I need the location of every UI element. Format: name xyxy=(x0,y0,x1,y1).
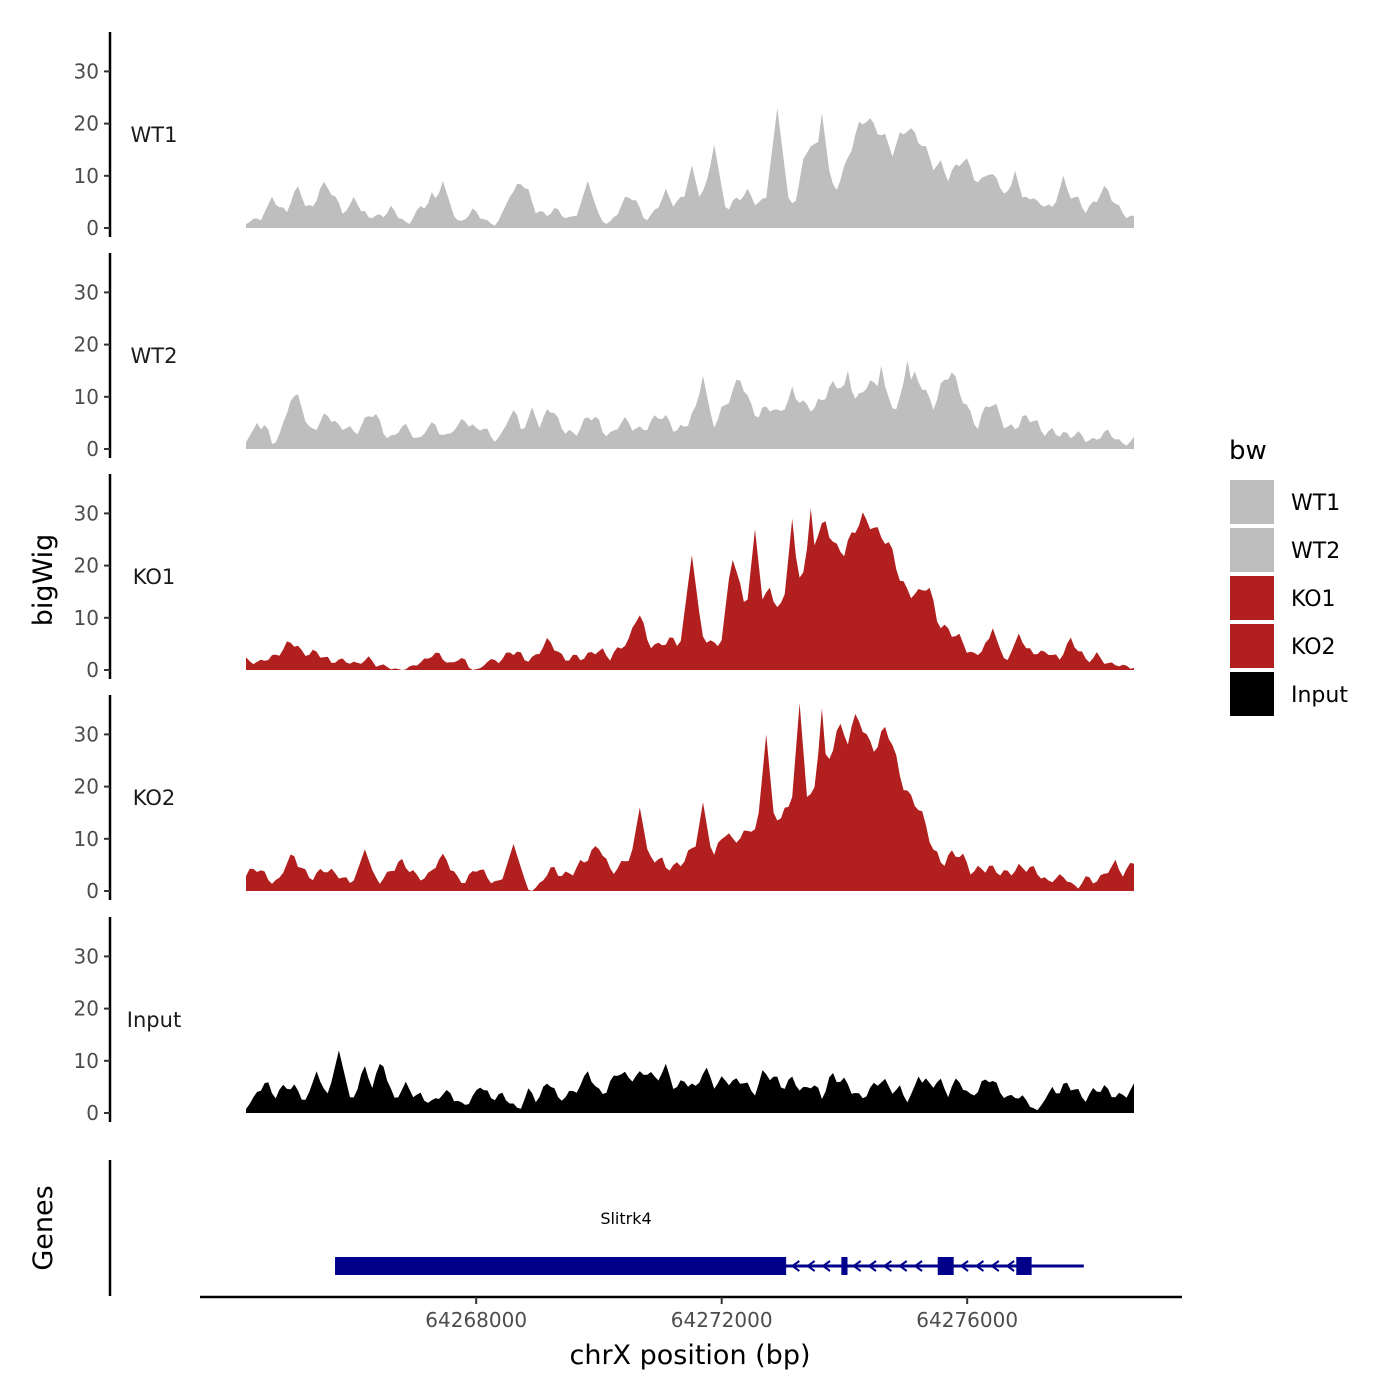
legend-label-wt2: WT2 xyxy=(1291,539,1340,564)
legend-label-ko2: KO2 xyxy=(1291,635,1336,660)
track-input: 0 10 20 30 Input xyxy=(74,917,1134,1125)
y-tick-label: 0 xyxy=(86,658,99,682)
gene-exon xyxy=(841,1257,848,1275)
track-label-wt2: WT2 xyxy=(131,344,178,368)
y-tick-label: 10 xyxy=(74,827,99,851)
y-tick-label: 30 xyxy=(74,59,99,83)
y-tick-label: 30 xyxy=(74,280,99,304)
y-tick-label: 30 xyxy=(74,722,99,746)
y-tick-label: 10 xyxy=(74,385,99,409)
legend-swatch-input xyxy=(1230,672,1274,716)
y-tick-label: 0 xyxy=(86,879,99,903)
strand-arrow xyxy=(790,1260,800,1272)
legend-title: bw xyxy=(1229,436,1267,466)
coverage-area-ko1 xyxy=(246,508,1134,670)
x-tick-label: 64276000 xyxy=(916,1308,1018,1332)
legend-swatch-ko1 xyxy=(1230,576,1274,620)
x-tick-label: 64268000 xyxy=(425,1308,527,1332)
x-tick-label: 64272000 xyxy=(671,1308,773,1332)
y-tick-label: 10 xyxy=(74,1049,99,1073)
y-tick-label: 20 xyxy=(74,775,99,799)
coverage-area-wt2 xyxy=(246,360,1134,449)
gene-exon xyxy=(1016,1257,1032,1275)
legend-swatch-ko2 xyxy=(1230,624,1274,668)
coverage-area-input xyxy=(246,1050,1134,1113)
strand-arrow xyxy=(990,1260,1000,1272)
legend: bw WT1 WT2 KO1 KO2 Input xyxy=(1229,436,1348,716)
strand-arrow xyxy=(805,1260,816,1272)
y-tick-label: 0 xyxy=(86,216,99,240)
track-label-input: Input xyxy=(127,1008,181,1032)
strand-arrow xyxy=(867,1260,877,1272)
strand-arrow xyxy=(959,1260,969,1272)
y-axis-title: bigWig xyxy=(28,534,59,627)
track-ko2: 0 10 20 30 KO2 xyxy=(74,695,1134,903)
y-tick-label: 0 xyxy=(86,1101,99,1125)
strand-arrow xyxy=(898,1260,908,1272)
y-tick-label: 20 xyxy=(74,554,99,578)
y-tick-label: 10 xyxy=(74,606,99,630)
y-tick-label: 30 xyxy=(74,944,99,968)
y-tick-label: 20 xyxy=(74,997,99,1021)
coverage-area-wt1 xyxy=(246,107,1134,228)
track-ko1: 0 10 20 30 KO1 xyxy=(74,474,1134,682)
x-axis-title: chrX position (bp) xyxy=(569,1340,810,1371)
track-wt2: 0 10 20 30 WT2 xyxy=(74,253,1134,461)
legend-label-input: Input xyxy=(1291,683,1348,708)
gene-exon xyxy=(335,1257,787,1275)
strand-arrow xyxy=(1005,1260,1015,1272)
y-tick-label: 20 xyxy=(74,333,99,357)
gene-exon xyxy=(937,1257,954,1275)
y-tick-label: 20 xyxy=(74,112,99,136)
x-axis: 64268000 64272000 64276000 xyxy=(200,1295,1182,1332)
track-label-wt1: WT1 xyxy=(131,123,178,147)
legend-label-wt1: WT1 xyxy=(1291,491,1340,516)
gene-name-label: Slitrk4 xyxy=(600,1209,651,1228)
track-label-ko1: KO1 xyxy=(133,565,176,589)
y-tick-label: 10 xyxy=(74,164,99,188)
y-tick-label: 0 xyxy=(86,437,99,461)
strand-arrow xyxy=(821,1260,831,1272)
legend-swatch-wt2 xyxy=(1230,528,1274,572)
legend-label-ko1: KO1 xyxy=(1291,587,1336,612)
track-wt1: 0 10 20 30 WT1 xyxy=(74,32,1134,240)
gene-track: Slitrk4 xyxy=(108,1160,1084,1296)
strand-arrow xyxy=(882,1260,892,1272)
coverage-tracks: 0 10 20 30 WT1 0 10 20 30 WT2 0 10 20 30 KO1 0 10 20 30 KO2… xyxy=(74,32,1134,1125)
genes-axis-title: Genes xyxy=(28,1185,59,1270)
track-label-ko2: KO2 xyxy=(133,786,176,810)
legend-swatch-wt1 xyxy=(1230,480,1274,524)
y-tick-label: 30 xyxy=(74,501,99,525)
strand-arrow xyxy=(851,1260,862,1272)
strand-arrow xyxy=(913,1260,923,1272)
coverage-area-ko2 xyxy=(246,703,1134,891)
strand-arrow xyxy=(974,1260,985,1272)
